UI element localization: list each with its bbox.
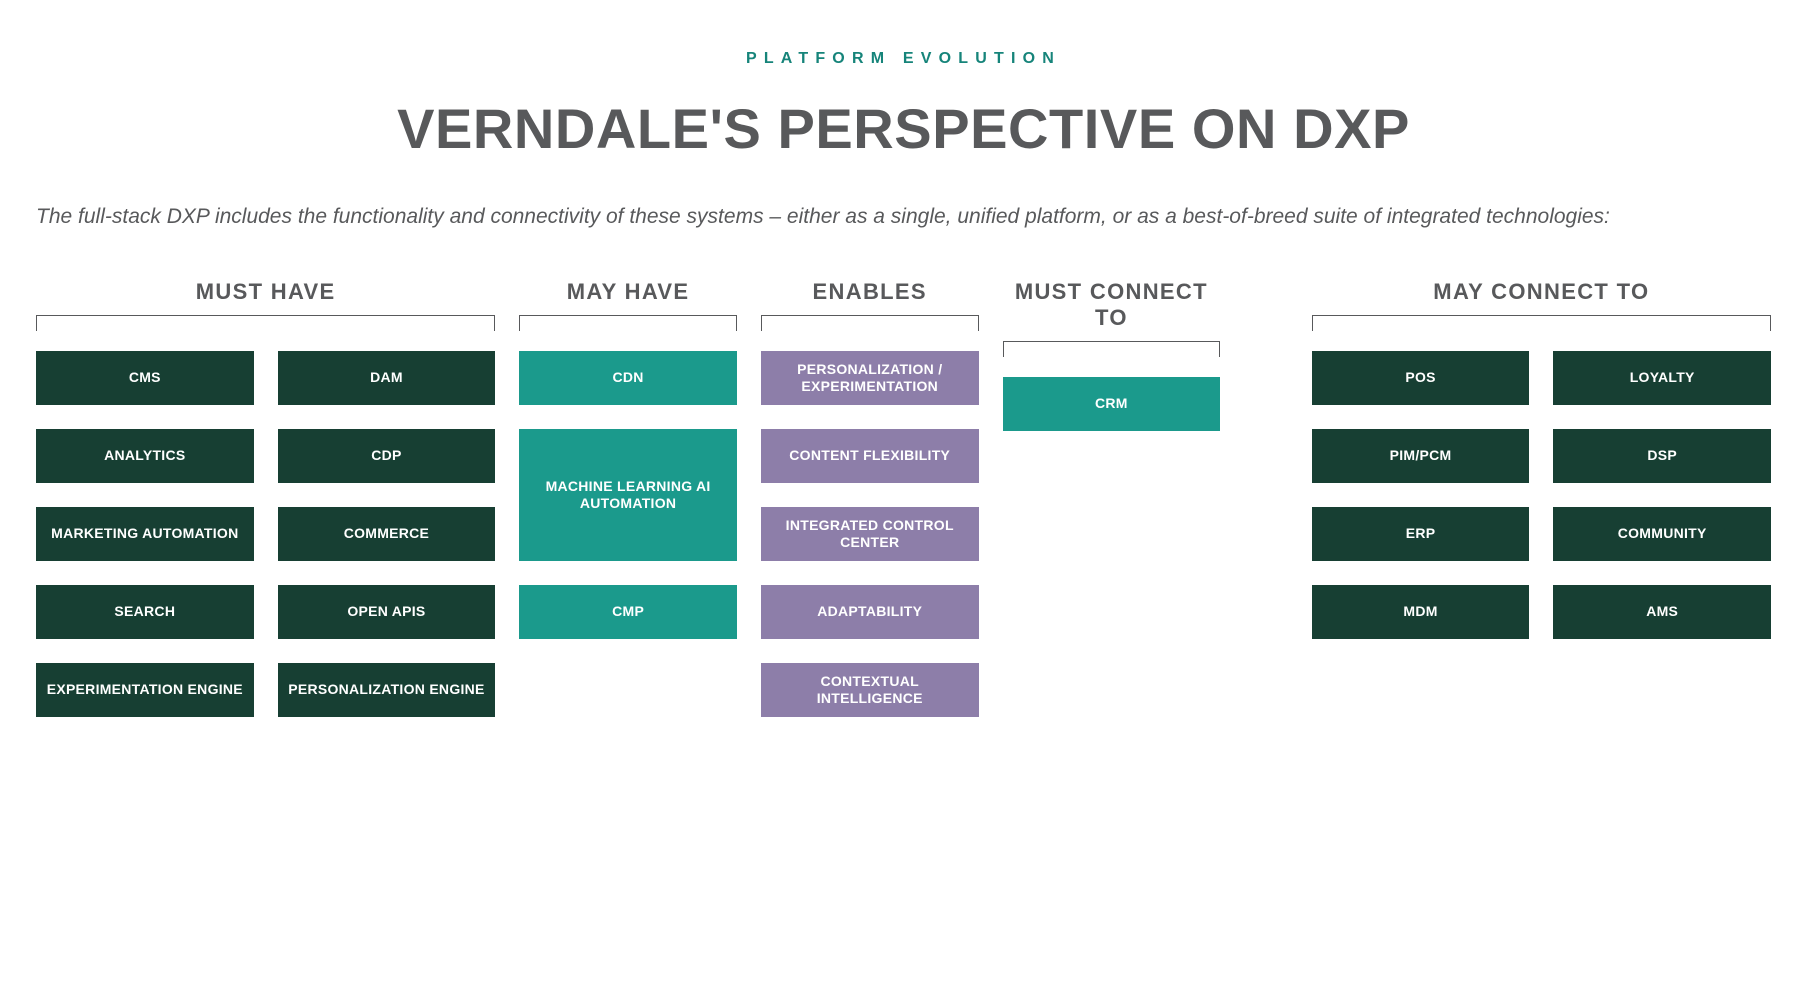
eyebrow-label: PLATFORM EVOLUTION (30, 50, 1777, 68)
card-experimentation-engine: EXPERIMENTATION ENGINE (36, 663, 254, 717)
subtitle-text: The full-stack DXP includes the function… (36, 205, 1777, 229)
card-community: COMMUNITY (1553, 507, 1771, 561)
may-connect-cards: POS LOYALTY PIM/PCM DSP ERP COMMUNITY MD… (1312, 351, 1771, 639)
card-dam: DAM (278, 351, 496, 405)
bracket-line (519, 315, 737, 331)
card-ml-ai-automation: MACHINE LEARNING AI AUTOMATION (519, 429, 737, 561)
card-erp: ERP (1312, 507, 1530, 561)
enables-cards: PERSONALIZATION / EXPERIMENTATION CONTEN… (761, 351, 979, 717)
card-personalization-engine: PERSONALIZATION ENGINE (278, 663, 496, 717)
card-content-flexibility: CONTENT FLEXIBILITY (761, 429, 979, 483)
card-marketing-automation: MARKETING AUTOMATION (36, 507, 254, 561)
card-search: SEARCH (36, 585, 254, 639)
must-connect-cards: CRM (1003, 377, 1221, 431)
card-crm: CRM (1003, 377, 1221, 431)
bracket-line (1003, 341, 1221, 357)
column-header: ENABLES (761, 279, 979, 305)
column-header: MUST CONNECT TO (1003, 279, 1221, 331)
column-header: MUST HAVE (36, 279, 495, 305)
must-have-cards: CMS DAM ANALYTICS CDP MARKETING AUTOMATI… (36, 351, 495, 717)
card-adaptability: ADAPTABILITY (761, 585, 979, 639)
may-have-cards: CDN MACHINE LEARNING AI AUTOMATION CMP (519, 351, 737, 639)
card-analytics: ANALYTICS (36, 429, 254, 483)
column-may-have: MAY HAVE CDN MACHINE LEARNING AI AUTOMAT… (519, 279, 737, 639)
card-commerce: COMMERCE (278, 507, 496, 561)
card-ams: AMS (1553, 585, 1771, 639)
bracket-line (36, 315, 495, 331)
card-dsp: DSP (1553, 429, 1771, 483)
column-must-connect: MUST CONNECT TO CRM (1003, 279, 1221, 431)
diagram-grid: MUST HAVE CMS DAM ANALYTICS CDP MARKETIN… (30, 279, 1777, 717)
card-integrated-control-center: INTEGRATED CONTROL CENTER (761, 507, 979, 561)
column-header: MAY HAVE (519, 279, 737, 305)
card-cdp: CDP (278, 429, 496, 483)
column-must-have: MUST HAVE CMS DAM ANALYTICS CDP MARKETIN… (36, 279, 495, 717)
card-loyalty: LOYALTY (1553, 351, 1771, 405)
card-pos: POS (1312, 351, 1530, 405)
card-cmp: CMP (519, 585, 737, 639)
card-open-apis: OPEN APIS (278, 585, 496, 639)
card-contextual-intelligence: CONTEXTUAL INTELLIGENCE (761, 663, 979, 717)
bracket-line (761, 315, 979, 331)
card-cms: CMS (36, 351, 254, 405)
column-header: MAY CONNECT TO (1312, 279, 1771, 305)
column-enables: ENABLES PERSONALIZATION / EXPERIMENTATIO… (761, 279, 979, 717)
page-title: VERNDALE'S PERSPECTIVE ON DXP (30, 96, 1777, 161)
card-pim-pcm: PIM/PCM (1312, 429, 1530, 483)
bracket-line (1312, 315, 1771, 331)
card-cdn: CDN (519, 351, 737, 405)
card-mdm: MDM (1312, 585, 1530, 639)
column-may-connect: MAY CONNECT TO POS LOYALTY PIM/PCM DSP E… (1312, 279, 1771, 639)
card-personalization-experimentation: PERSONALIZATION / EXPERIMENTATION (761, 351, 979, 405)
